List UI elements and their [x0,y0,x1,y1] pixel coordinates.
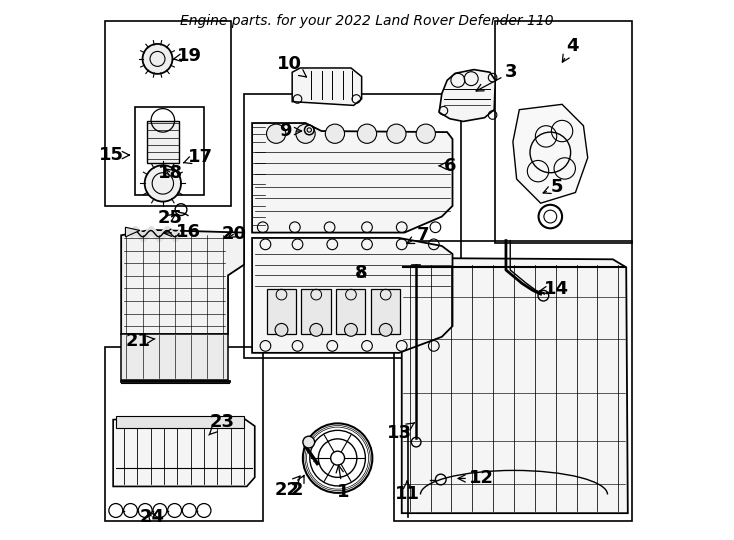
Circle shape [344,323,357,336]
Polygon shape [252,238,453,353]
Text: 7: 7 [407,226,429,244]
Text: 2: 2 [290,475,304,499]
Text: 13: 13 [387,423,415,442]
Text: Engine parts. for your 2022 Land Rover Defender 110: Engine parts. for your 2022 Land Rover D… [180,14,554,28]
Circle shape [275,323,288,336]
Circle shape [379,323,392,336]
Bar [336,289,366,334]
Bar [393,241,631,521]
Text: 11: 11 [395,481,420,503]
Text: 12: 12 [458,469,495,488]
Text: 3: 3 [476,63,517,91]
Bar [134,107,204,195]
Text: 1: 1 [336,465,349,501]
Polygon shape [439,70,495,122]
Text: 22: 22 [275,476,300,499]
Text: 8: 8 [355,264,368,282]
Text: 23: 23 [209,413,234,435]
Bar [147,122,179,163]
Polygon shape [292,68,362,105]
Text: 16: 16 [164,222,200,240]
Text: 19: 19 [172,47,202,65]
Polygon shape [252,123,453,233]
Text: 9: 9 [280,122,302,140]
Circle shape [325,124,344,143]
Text: 15: 15 [99,146,129,164]
Circle shape [416,124,435,143]
Polygon shape [401,258,628,513]
Polygon shape [113,417,255,487]
Circle shape [357,124,377,143]
Polygon shape [513,104,588,203]
Bar [371,289,400,334]
Circle shape [310,323,323,336]
Text: 25: 25 [158,208,183,227]
Circle shape [387,124,406,143]
Bar [301,289,330,334]
Text: 18: 18 [159,164,184,182]
Circle shape [145,165,181,201]
Bar [495,22,631,244]
Bar [116,416,244,428]
Circle shape [303,436,315,448]
Text: 17: 17 [184,148,213,166]
Circle shape [142,44,172,74]
Text: 10: 10 [277,55,307,77]
Text: 21: 21 [126,332,155,349]
Text: 20: 20 [222,225,247,242]
Bar [105,22,230,206]
Bar [266,289,296,334]
Circle shape [296,124,315,143]
Text: 4: 4 [562,37,579,62]
Text: 6: 6 [439,157,456,175]
Polygon shape [121,334,228,380]
Circle shape [266,124,286,143]
Polygon shape [121,230,244,334]
Text: 5: 5 [543,178,563,196]
Polygon shape [126,227,140,237]
Text: 24: 24 [139,508,164,526]
Bar [105,348,263,521]
Bar [244,93,460,358]
Text: 14: 14 [539,280,570,298]
